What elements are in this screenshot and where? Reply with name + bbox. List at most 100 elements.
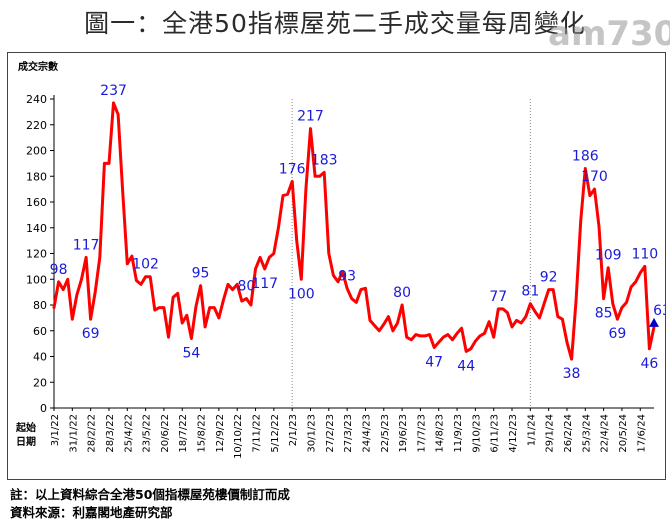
data-point xyxy=(186,314,188,317)
data-point xyxy=(190,337,193,340)
data-point xyxy=(607,266,609,269)
data-point xyxy=(557,315,559,318)
data-point xyxy=(488,320,490,323)
data-point xyxy=(570,358,573,360)
data-point xyxy=(524,315,527,318)
data-point xyxy=(506,311,509,314)
data-point xyxy=(295,239,298,242)
data-point xyxy=(410,338,413,341)
data-label: 47 xyxy=(425,354,443,370)
x-axis-title-line1: 起始 xyxy=(15,421,36,434)
line-chart: 成交宗數 0 20 40 60 80 100 120 140 160 180 200 220 240 3/1… xyxy=(15,60,665,459)
data-point xyxy=(433,346,435,349)
data-point xyxy=(85,256,87,259)
data-point xyxy=(479,335,481,337)
y-axis-title: 成交宗數 xyxy=(18,60,58,73)
data-point xyxy=(149,275,151,278)
data-point xyxy=(213,306,216,309)
data-label: 95 xyxy=(192,266,210,282)
data-point xyxy=(277,226,280,229)
data-point xyxy=(305,188,307,190)
data-point xyxy=(89,318,92,320)
x-tick-label: 17/6/24 xyxy=(636,414,647,453)
data-point xyxy=(515,319,518,322)
x-tick-label: 19/6/23 xyxy=(398,414,409,453)
data-point xyxy=(337,281,339,283)
x-tick-label: 9/10/23 xyxy=(471,414,482,453)
data-point xyxy=(378,329,380,332)
data-label: 80 xyxy=(393,285,411,301)
data-point xyxy=(167,336,170,338)
data-point xyxy=(341,270,344,273)
data-label: 77 xyxy=(489,289,507,305)
data-point xyxy=(566,341,568,344)
x-tick-label: 5/12/22 xyxy=(270,414,281,453)
data-point xyxy=(140,283,142,286)
data-point xyxy=(57,281,60,283)
x-tick-label: 20/6/22 xyxy=(160,414,171,453)
x-tick-label: 25/4/22 xyxy=(123,414,134,453)
data-point xyxy=(547,288,550,291)
data-label: 170 xyxy=(581,169,608,185)
data-point xyxy=(602,297,605,300)
data-point xyxy=(144,275,147,278)
data-label: 109 xyxy=(595,248,622,264)
data-point xyxy=(415,333,417,336)
data-point xyxy=(364,287,367,290)
data-point xyxy=(428,333,431,336)
data-point xyxy=(401,304,403,306)
x-tick-label: 31/1/22 xyxy=(68,414,79,453)
data-label: 93 xyxy=(338,268,356,284)
data-point xyxy=(534,310,536,313)
data-label: 44 xyxy=(457,358,475,374)
data-point xyxy=(227,283,229,286)
x-tick-label: 29/1/24 xyxy=(545,414,556,453)
data-point xyxy=(80,278,83,281)
data-point xyxy=(630,286,632,288)
last-value-marker xyxy=(649,317,659,327)
data-point xyxy=(199,284,202,287)
data-point xyxy=(611,302,614,305)
data-point xyxy=(598,225,600,228)
data-point xyxy=(254,268,257,270)
data-point xyxy=(153,309,156,311)
x-tick-label: 27/3/23 xyxy=(343,414,354,453)
x-tick-label: 18/7/22 xyxy=(178,414,189,453)
x-tick-label: 17/7/23 xyxy=(416,414,427,453)
y-tick-label: 180 xyxy=(26,170,47,183)
data-point xyxy=(121,190,124,193)
data-point xyxy=(181,322,184,324)
y-tick-label: 160 xyxy=(26,196,47,209)
data-label: 98 xyxy=(50,262,68,278)
y-tick-label: 200 xyxy=(26,145,47,158)
data-point xyxy=(639,272,642,274)
data-point xyxy=(616,318,619,320)
x-tick-label: 3/1/22 xyxy=(50,414,61,446)
data-point xyxy=(465,350,468,353)
x-tick-label: 14/8/23 xyxy=(435,414,446,453)
data-label: 100 xyxy=(288,286,315,302)
data-point xyxy=(419,335,422,337)
data-point xyxy=(396,322,399,324)
data-point xyxy=(286,193,289,196)
x-tick-label: 10/10/22 xyxy=(233,414,244,459)
data-point xyxy=(584,167,587,170)
x-tick-label: 12/9/22 xyxy=(215,414,226,453)
data-point xyxy=(621,306,623,309)
x-tick-label: 26/2/24 xyxy=(563,414,574,453)
data-point xyxy=(497,308,500,310)
data-point xyxy=(291,180,293,183)
data-label: 69 xyxy=(82,326,100,342)
data-point xyxy=(575,299,577,301)
data-point xyxy=(451,338,454,341)
data-point xyxy=(131,255,133,257)
data-point xyxy=(66,278,69,281)
y-tick-label: 20 xyxy=(33,376,47,389)
x-tick-label: 28/3/22 xyxy=(105,414,116,453)
data-label: 186 xyxy=(572,149,599,165)
x-tick-label: 23/5/22 xyxy=(142,414,153,453)
data-point xyxy=(625,301,628,304)
x-tick-label: 2/1/23 xyxy=(288,414,299,446)
data-point xyxy=(520,322,522,324)
y-tick-label: 60 xyxy=(33,325,47,338)
